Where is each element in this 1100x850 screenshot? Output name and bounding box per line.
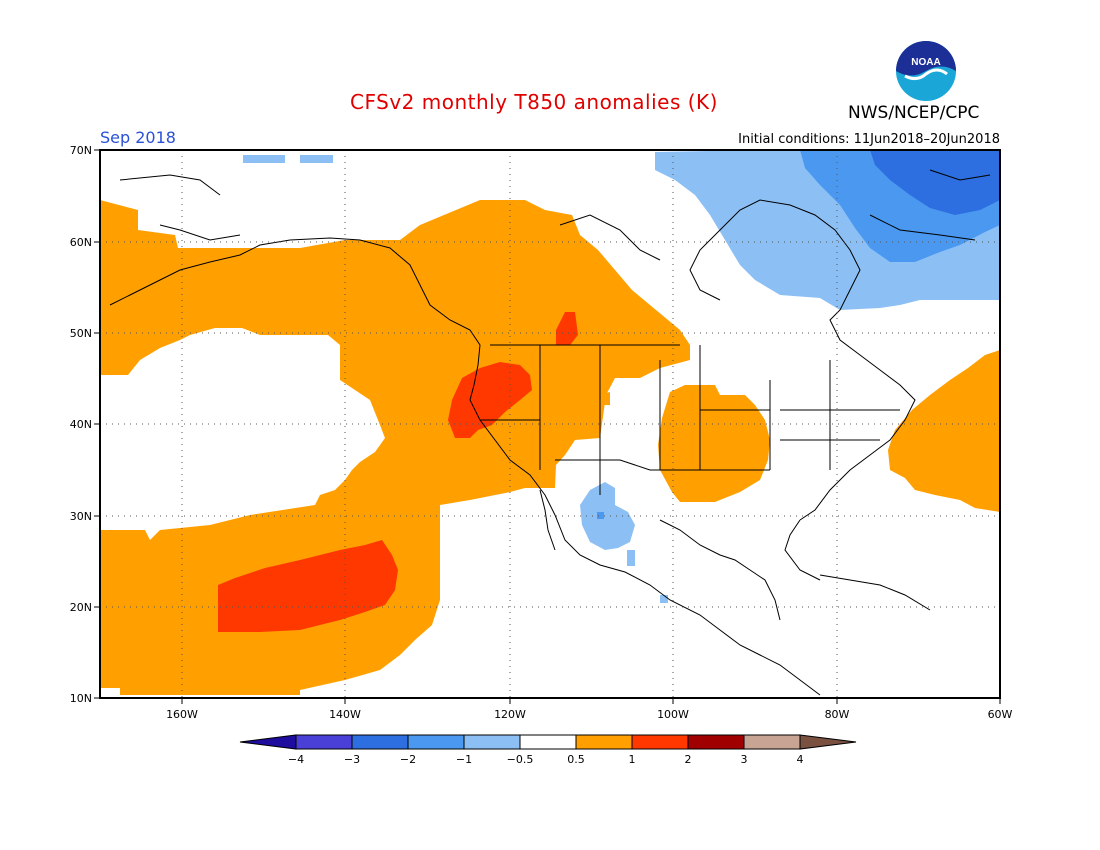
- lon-tick: 100W: [657, 708, 689, 721]
- lat-tick: 20N: [70, 601, 92, 614]
- lon-tick: 80W: [825, 708, 850, 721]
- colorbar: −4 −3 −2 −1 −0.5 0.5 1 2 3 4: [239, 734, 857, 766]
- colorbar-swatch: [351, 734, 409, 750]
- warm-anomaly-pacific: [100, 200, 690, 695]
- colorbar-swatch: [687, 734, 745, 750]
- hot-anomaly-subtropical-pacific: [218, 540, 398, 632]
- lat-tick: 60N: [70, 236, 92, 249]
- coastlines: [109, 169, 991, 696]
- lon-tick: 140W: [329, 708, 361, 721]
- colorbar-label: 4: [797, 753, 804, 766]
- warm-anomaly-central-us: [658, 385, 770, 502]
- chart-title: CFSv2 monthly T850 anomalies (K): [350, 90, 718, 114]
- colorbar-swatch: [743, 734, 801, 750]
- lon-tick-labels: 160W 140W 120W 100W 80W 60W: [166, 708, 1012, 721]
- lon-tick: 60W: [988, 708, 1013, 721]
- lat-tick: 10N: [70, 692, 92, 705]
- agency-label: NWS/NCEP/CPC: [848, 103, 980, 123]
- colorbar-swatch: [519, 734, 577, 750]
- colorbar-label: −2: [400, 753, 416, 766]
- colorbar-arrow-high: [799, 734, 857, 750]
- colorbar-label: 1: [629, 753, 636, 766]
- cool-anomaly-mexico: [580, 482, 635, 550]
- lon-tick: 160W: [166, 708, 198, 721]
- colorbar-swatch: [631, 734, 689, 750]
- colorbar-label: −3: [344, 753, 360, 766]
- colorbar-label: 2: [685, 753, 692, 766]
- colorbar-label: −1: [456, 753, 472, 766]
- hot-anomaly-western-us: [448, 362, 532, 438]
- colorbar-swatch: [295, 734, 353, 750]
- lat-tick: 70N: [70, 144, 92, 157]
- colorbar-swatch: [575, 734, 633, 750]
- anomaly-fields: [100, 150, 1000, 695]
- warm-anomaly-atlantic: [888, 350, 1000, 512]
- colorbar-label: 3: [741, 753, 748, 766]
- logo-text: NOAA: [911, 57, 940, 68]
- colorbar-label: −4: [288, 753, 304, 766]
- initial-conditions: Initial conditions: 11Jun2018–20Jun2018: [738, 132, 1000, 147]
- forecast-month: Sep 2018: [100, 128, 176, 147]
- colorbar-swatch: [463, 734, 521, 750]
- colorbar-label: −0.5: [507, 753, 534, 766]
- lat-tick-labels: 10N 20N 30N 40N 50N 60N 70N: [70, 144, 92, 705]
- graticule: [100, 150, 1000, 698]
- cool-anomaly-arctic-2: [300, 155, 333, 163]
- colorbar-arrow-low: [239, 734, 297, 750]
- cool-anomaly-arctic-1: [243, 155, 285, 163]
- lat-tick: 30N: [70, 510, 92, 523]
- colorbar-label: 0.5: [567, 753, 585, 766]
- lon-tick: 120W: [494, 708, 526, 721]
- lat-tick: 40N: [70, 418, 92, 431]
- noaa-logo-icon: NOAA: [896, 41, 956, 101]
- lat-tick: 50N: [70, 327, 92, 340]
- colorbar-swatch: [407, 734, 465, 750]
